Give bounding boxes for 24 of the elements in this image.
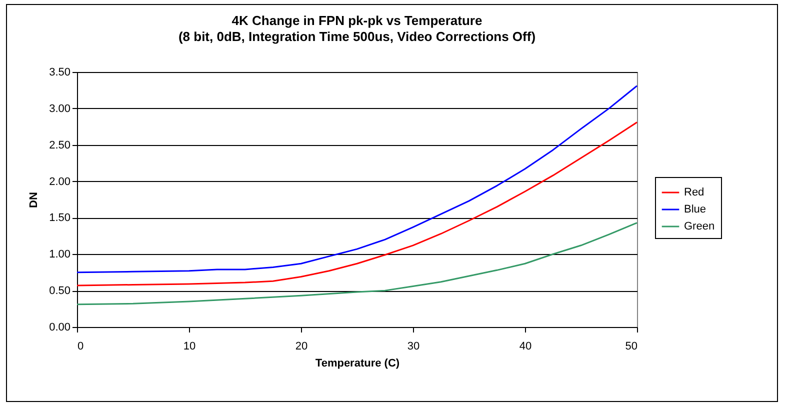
x-tick-label: 40 <box>519 340 532 352</box>
x-axis-title: Temperature (C) <box>315 358 400 370</box>
y-tick-label: 3.50 <box>49 66 70 78</box>
chart-subtitle: (8 bit, 0dB, Integration Time 500us, Video Corrections Off) <box>178 29 536 44</box>
x-tick-label: 0 <box>78 340 84 352</box>
y-tick-label: 3.00 <box>49 102 70 115</box>
line-series <box>76 222 638 306</box>
y-tick-label: 1.00 <box>49 248 70 261</box>
chart-title: 4K Change in FPN pk-pk vs Temperature <box>232 13 482 28</box>
x-tick-label: 10 <box>183 340 196 352</box>
x-tick-label: 30 <box>407 340 420 352</box>
legend-label: Green <box>684 220 715 232</box>
y-tick-label: 2.50 <box>49 139 70 152</box>
y-tick-label: 0.00 <box>49 322 70 334</box>
legend-label: Red <box>684 186 704 198</box>
y-tick-label: 0.50 <box>49 285 70 298</box>
legend-label: Blue <box>684 204 706 216</box>
x-tick-label: 50 <box>625 340 638 352</box>
line-series <box>76 85 638 274</box>
y-axis-title: DN <box>28 192 40 208</box>
line-series <box>76 122 638 286</box>
y-tick-label: 2.00 <box>49 176 70 188</box>
x-tick-label: 20 <box>295 340 308 352</box>
y-tick-label: 1.50 <box>49 212 70 224</box>
